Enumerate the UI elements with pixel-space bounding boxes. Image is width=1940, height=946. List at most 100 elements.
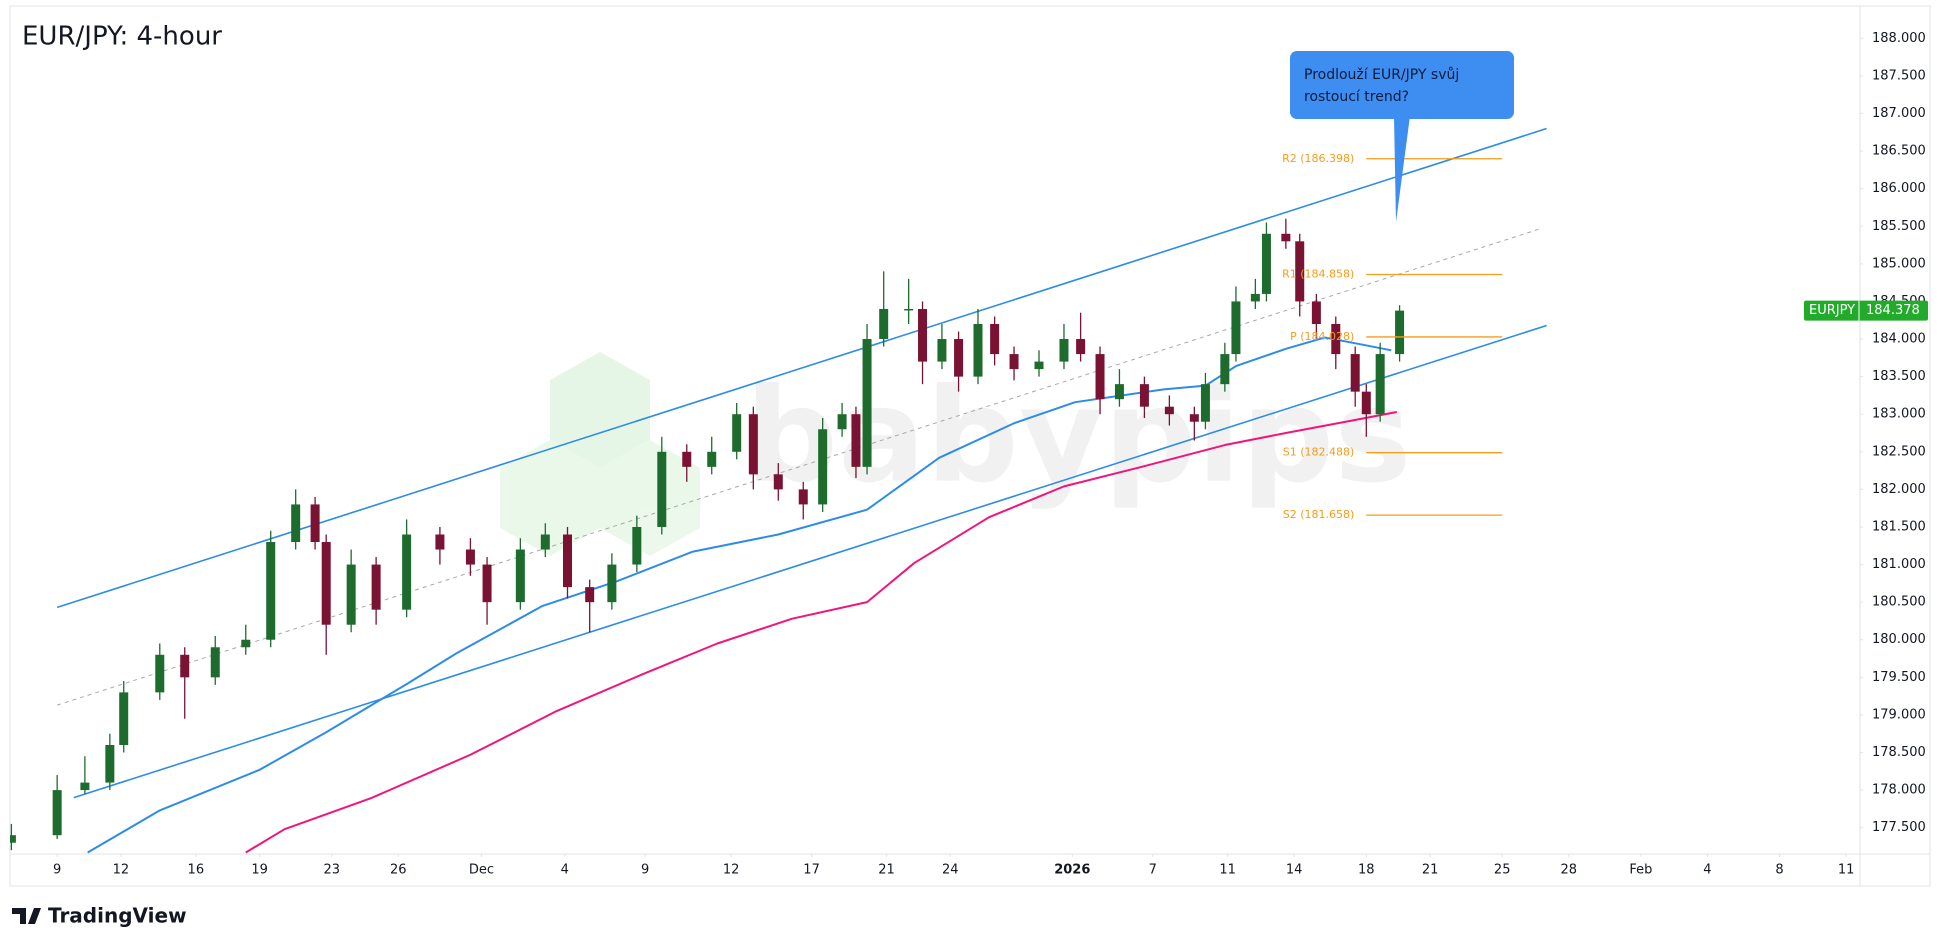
candle-body xyxy=(1034,361,1044,370)
candle-body xyxy=(773,474,783,490)
y-tick-label: 187.000 xyxy=(1872,106,1926,121)
candle-body xyxy=(798,489,808,505)
x-tick-label: 11 xyxy=(1838,863,1855,878)
x-tick-label: 4 xyxy=(561,863,569,878)
x-tick-label: 16 xyxy=(188,863,205,878)
chart-title: EUR/JPY: 4-hour xyxy=(22,22,222,52)
candle-body xyxy=(435,534,445,550)
callout-text: Prodlouží EUR/JPY svůj xyxy=(1304,67,1459,83)
candle-body xyxy=(80,782,90,791)
x-tick-label: 2026 xyxy=(1054,863,1090,878)
pivot-label: R1 (184.858) xyxy=(1282,268,1354,281)
candle-body xyxy=(291,504,301,543)
candle-body xyxy=(1281,233,1291,242)
candle-body xyxy=(180,654,190,678)
candle-body xyxy=(1095,354,1105,400)
pivot-label: S2 (181.658) xyxy=(1283,508,1355,521)
x-tick-label: 26 xyxy=(390,863,407,878)
candle-body xyxy=(682,451,692,467)
y-tick-label: 179.000 xyxy=(1872,707,1926,722)
candle-body xyxy=(346,564,356,625)
candle-body xyxy=(119,692,129,745)
y-tick-label: 186.500 xyxy=(1872,144,1926,159)
frame xyxy=(9,5,1931,887)
y-tick-label: 182.500 xyxy=(1872,444,1926,459)
candle-body xyxy=(465,549,475,565)
candle-body xyxy=(990,324,1000,355)
candle-body xyxy=(540,534,550,550)
price-label-bg xyxy=(1804,300,1928,321)
candle-body xyxy=(1350,354,1360,392)
y-tick-label: 185.000 xyxy=(1872,256,1926,271)
y-tick-label: 181.500 xyxy=(1872,519,1926,534)
callout-text: rostoucí trend? xyxy=(1304,89,1409,105)
candle-body xyxy=(707,451,717,467)
candle-body xyxy=(1311,301,1321,324)
candle-body xyxy=(1331,324,1341,355)
candle-body xyxy=(632,526,642,565)
candle-body xyxy=(837,414,847,430)
y-tick-label: 180.500 xyxy=(1872,595,1926,610)
candle-body xyxy=(1009,354,1019,370)
candle-body xyxy=(210,647,220,678)
candle-body xyxy=(371,564,381,610)
candle-body xyxy=(879,308,889,340)
y-tick-label: 178.000 xyxy=(1872,783,1926,798)
candle-body xyxy=(904,308,914,311)
candle-body xyxy=(748,414,758,475)
candle-body xyxy=(1231,301,1241,355)
candle-body xyxy=(657,451,667,527)
channel-line xyxy=(56,228,1542,706)
y-tick-label: 188.000 xyxy=(1872,31,1926,46)
y-tick-label: 187.500 xyxy=(1872,68,1926,83)
x-tick-label: 21 xyxy=(878,863,895,878)
y-tick-label: 184.000 xyxy=(1872,332,1926,347)
x-tick-label: Feb xyxy=(1629,863,1652,878)
y-tick-label: 185.500 xyxy=(1872,219,1926,234)
moving-average xyxy=(245,410,1397,854)
x-tick-label: 25 xyxy=(1494,863,1511,878)
x-tick-label: 18 xyxy=(1358,863,1375,878)
candle-body xyxy=(52,790,62,836)
watermark-text: babypips xyxy=(745,360,1412,512)
candle-body xyxy=(851,414,861,467)
x-tick-label: 9 xyxy=(53,863,61,878)
candle-body xyxy=(1395,310,1405,355)
y-tick-label: 179.500 xyxy=(1872,670,1926,685)
price-label-value: 184.378 xyxy=(1866,303,1920,318)
candle-body xyxy=(310,504,320,543)
candle-body xyxy=(1375,354,1385,415)
candle-body xyxy=(862,339,872,467)
plot xyxy=(10,127,1547,854)
pivot-label: S1 (182.488) xyxy=(1283,446,1355,459)
callout-box xyxy=(1290,51,1514,119)
candle-body xyxy=(918,308,928,362)
candle-body xyxy=(155,654,165,693)
candle-body xyxy=(1059,339,1069,362)
brand: TradingView xyxy=(12,904,187,928)
x-tick-label: Dec xyxy=(469,863,494,878)
y-tick-label: 180.000 xyxy=(1872,632,1926,647)
pivot-label: R2 (186.398) xyxy=(1282,152,1354,165)
callout-pointer xyxy=(1394,116,1410,222)
candle-body xyxy=(937,339,947,362)
x-tick-label: 14 xyxy=(1286,863,1303,878)
candle-body xyxy=(585,587,595,603)
candle-body xyxy=(1164,406,1174,415)
x-tick-label: 19 xyxy=(251,863,268,878)
candle-body xyxy=(562,534,572,588)
moving-average xyxy=(87,336,1392,854)
y-tick-label: 183.500 xyxy=(1872,369,1926,384)
y-tick-label: 177.500 xyxy=(1872,820,1926,835)
x-tick-label: 7 xyxy=(1149,863,1157,878)
x-tick-label: 4 xyxy=(1703,863,1711,878)
candle-body xyxy=(266,542,276,640)
candle-body xyxy=(515,549,525,603)
y-tick-label: 183.000 xyxy=(1872,407,1926,422)
x-tick-label: 24 xyxy=(942,863,959,878)
candle-body xyxy=(105,744,115,783)
y-tick-label: 182.000 xyxy=(1872,482,1926,497)
candle-body xyxy=(607,564,617,603)
